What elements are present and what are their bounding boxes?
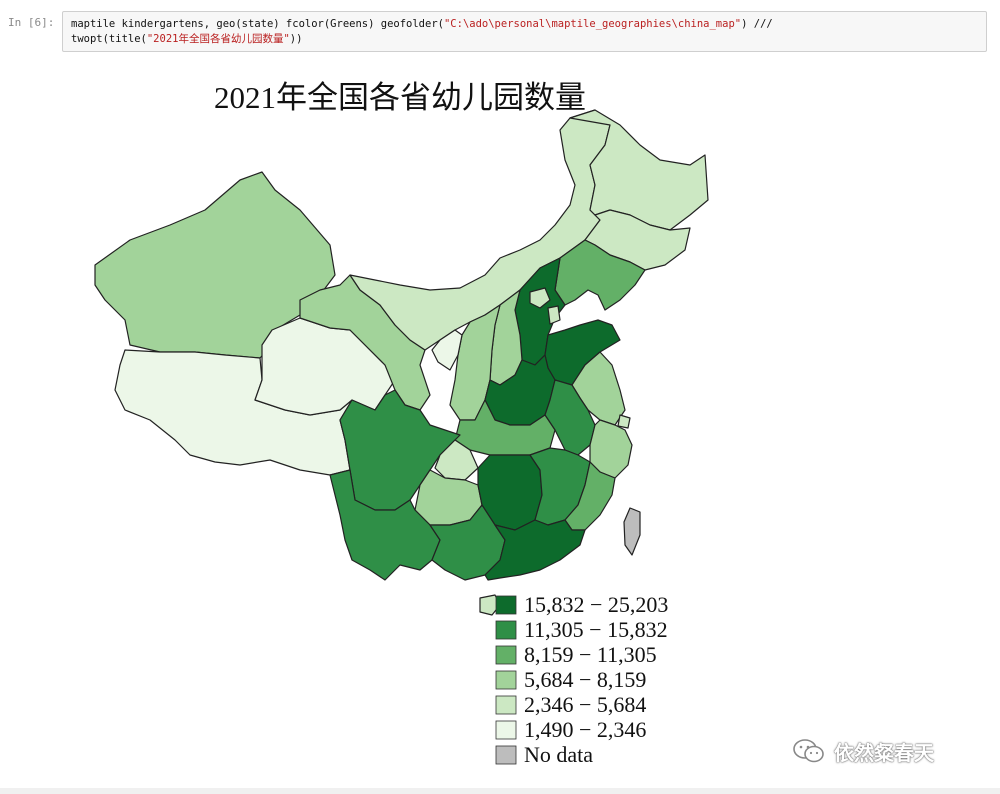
code-line1-suffix: ) /// — [741, 18, 773, 30]
watermark: 依然粲春天 — [792, 736, 934, 766]
province-tianjin — [547, 305, 561, 325]
legend-swatch-2 — [495, 645, 517, 665]
legend-swatch-4 — [495, 695, 517, 715]
province-zhejiang — [589, 419, 633, 479]
province-ningxia — [431, 329, 463, 371]
legend-label-1: 11,305 − 15,832 — [524, 617, 668, 642]
code-line2-string: "2021年全国各省幼儿园数量" — [146, 33, 290, 45]
province-guangdong — [484, 519, 586, 581]
code-line2-prefix: twopt(title( — [71, 33, 147, 45]
legend-swatch-3 — [495, 670, 517, 690]
province-inner-mongolia — [349, 109, 611, 351]
province-beijing — [529, 287, 551, 309]
province-shanghai — [617, 414, 631, 429]
province-taiwan — [623, 507, 641, 556]
legend-label-4: 2,346 − 5,684 — [524, 692, 646, 717]
legend-swatch-6 — [495, 745, 517, 765]
legend-label-6: No data — [524, 742, 593, 767]
legend-swatch-1 — [495, 620, 517, 640]
province-yunnan — [329, 469, 441, 581]
watermark-text: 依然粲春天 — [834, 740, 934, 765]
code-line2-suffix: )) — [289, 33, 303, 45]
cell-prompt: In [6]: — [8, 16, 55, 29]
legend-label-5: 1,490 − 2,346 — [524, 717, 646, 742]
wechat-icon — [793, 739, 824, 763]
code-cell-input[interactable]: maptile kindergartens, geo(state) fcolor… — [62, 11, 987, 52]
legend-label-0: 15,832 − 25,203 — [524, 592, 668, 617]
province-liaoning — [554, 239, 646, 311]
chart-title: 2021年全国各省幼儿园数量 — [214, 80, 586, 115]
province-chongqing — [434, 439, 479, 481]
code-line1-prefix: maptile kindergartens, geo(state) fcolor… — [71, 18, 444, 30]
code-line1-string: "C:\ado\personal\maptile_geographies\chi… — [443, 18, 742, 30]
legend-label-2: 8,159 − 11,305 — [524, 642, 657, 667]
bottom-scroll-edge — [0, 788, 1000, 794]
legend-swatch-5 — [495, 720, 517, 740]
legend-swatch-0 — [495, 595, 517, 615]
legend-label-3: 5,684 − 8,159 — [524, 667, 646, 692]
province-hubei — [454, 399, 556, 456]
